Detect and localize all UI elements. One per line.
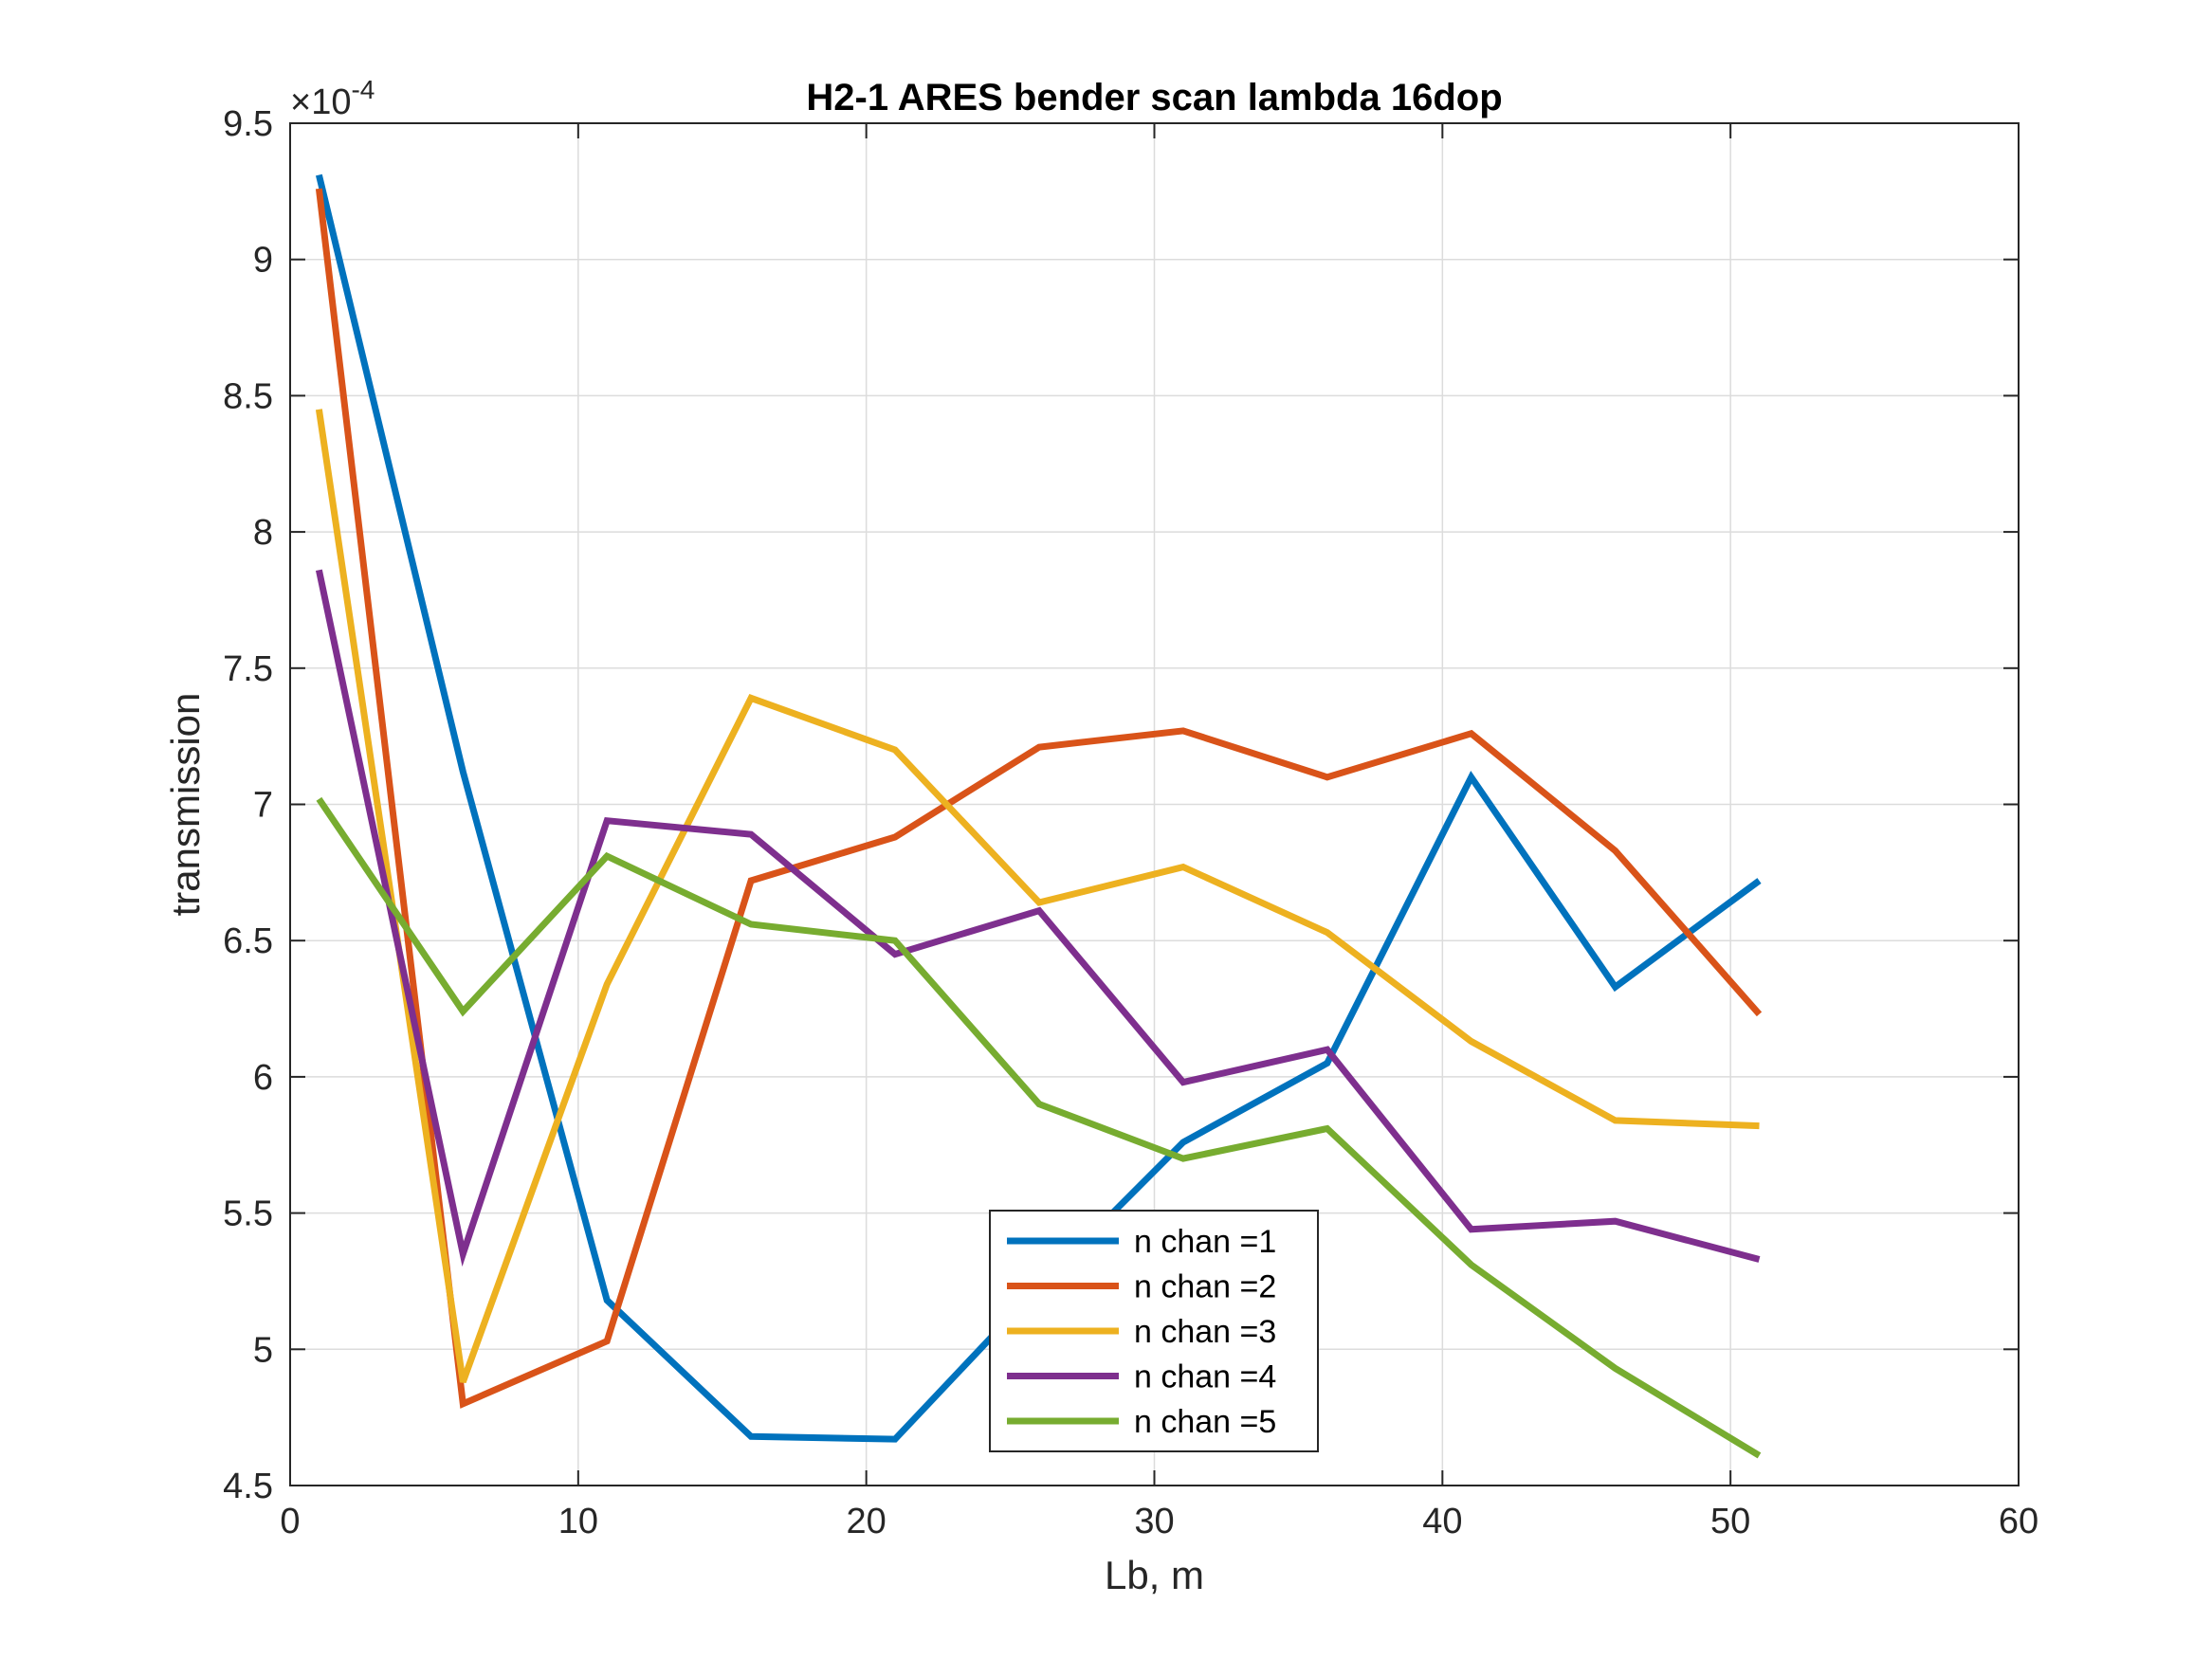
chart-title: H2-1 ARES bender scan lambda 16dop (806, 77, 1502, 118)
legend-label-2: n chan =2 (1134, 1269, 1276, 1305)
x-axis-label: Lb, m (1105, 1553, 1204, 1597)
legend-label-3: n chan =3 (1134, 1314, 1276, 1350)
axis-ticks: 0 10 20 30 40 50 60 4.5 5 5.5 6 6.5 7 7.5 8 8.5 9 9.5 (223, 104, 2038, 1541)
y-tick-label: 6.5 (223, 921, 273, 961)
y-tick-label: 8 (253, 513, 273, 553)
y-axis-exponent-base: ×10 (290, 82, 351, 122)
y-tick-label: 5.5 (223, 1194, 273, 1234)
y-tick-label: 9 (253, 241, 273, 281)
series-line-4 (315, 569, 1761, 1267)
series-line-3 (315, 409, 1760, 1383)
series-line-5 (316, 796, 1762, 1459)
y-tick-label: 4.5 (223, 1467, 273, 1506)
y-tick-label: 7.5 (223, 649, 273, 689)
legend-label-5: n chan =5 (1134, 1404, 1276, 1440)
series-line-2 (315, 188, 1763, 1409)
y-tick-label: 9.5 (223, 104, 273, 144)
y-tick-label: 6 (253, 1058, 273, 1098)
y-tick-label: 5 (253, 1330, 273, 1370)
x-tick-label: 30 (1134, 1502, 1174, 1541)
y-axis-exponent: ×10-4 (290, 75, 375, 122)
x-tick-label: 60 (1999, 1502, 2038, 1541)
y-tick-label: 7 (253, 786, 273, 826)
x-tick-label: 0 (280, 1502, 300, 1541)
legend: n chan =1 n chan =2 n chan =3 n chan =4 n ch… (989, 1210, 1319, 1452)
y-tick-label: 8.5 (223, 376, 273, 416)
x-tick-label: 50 (1710, 1502, 1750, 1541)
data-series (315, 173, 1763, 1459)
x-tick-label: 10 (558, 1502, 598, 1541)
x-tick-label: 20 (847, 1502, 887, 1541)
legend-label-1: n chan =1 (1134, 1224, 1276, 1260)
legend-label-4: n chan =4 (1134, 1359, 1276, 1395)
y-axis-label: transmission (163, 693, 208, 917)
x-tick-label: 40 (1422, 1502, 1462, 1541)
y-axis-exponent-power: -4 (351, 75, 375, 104)
